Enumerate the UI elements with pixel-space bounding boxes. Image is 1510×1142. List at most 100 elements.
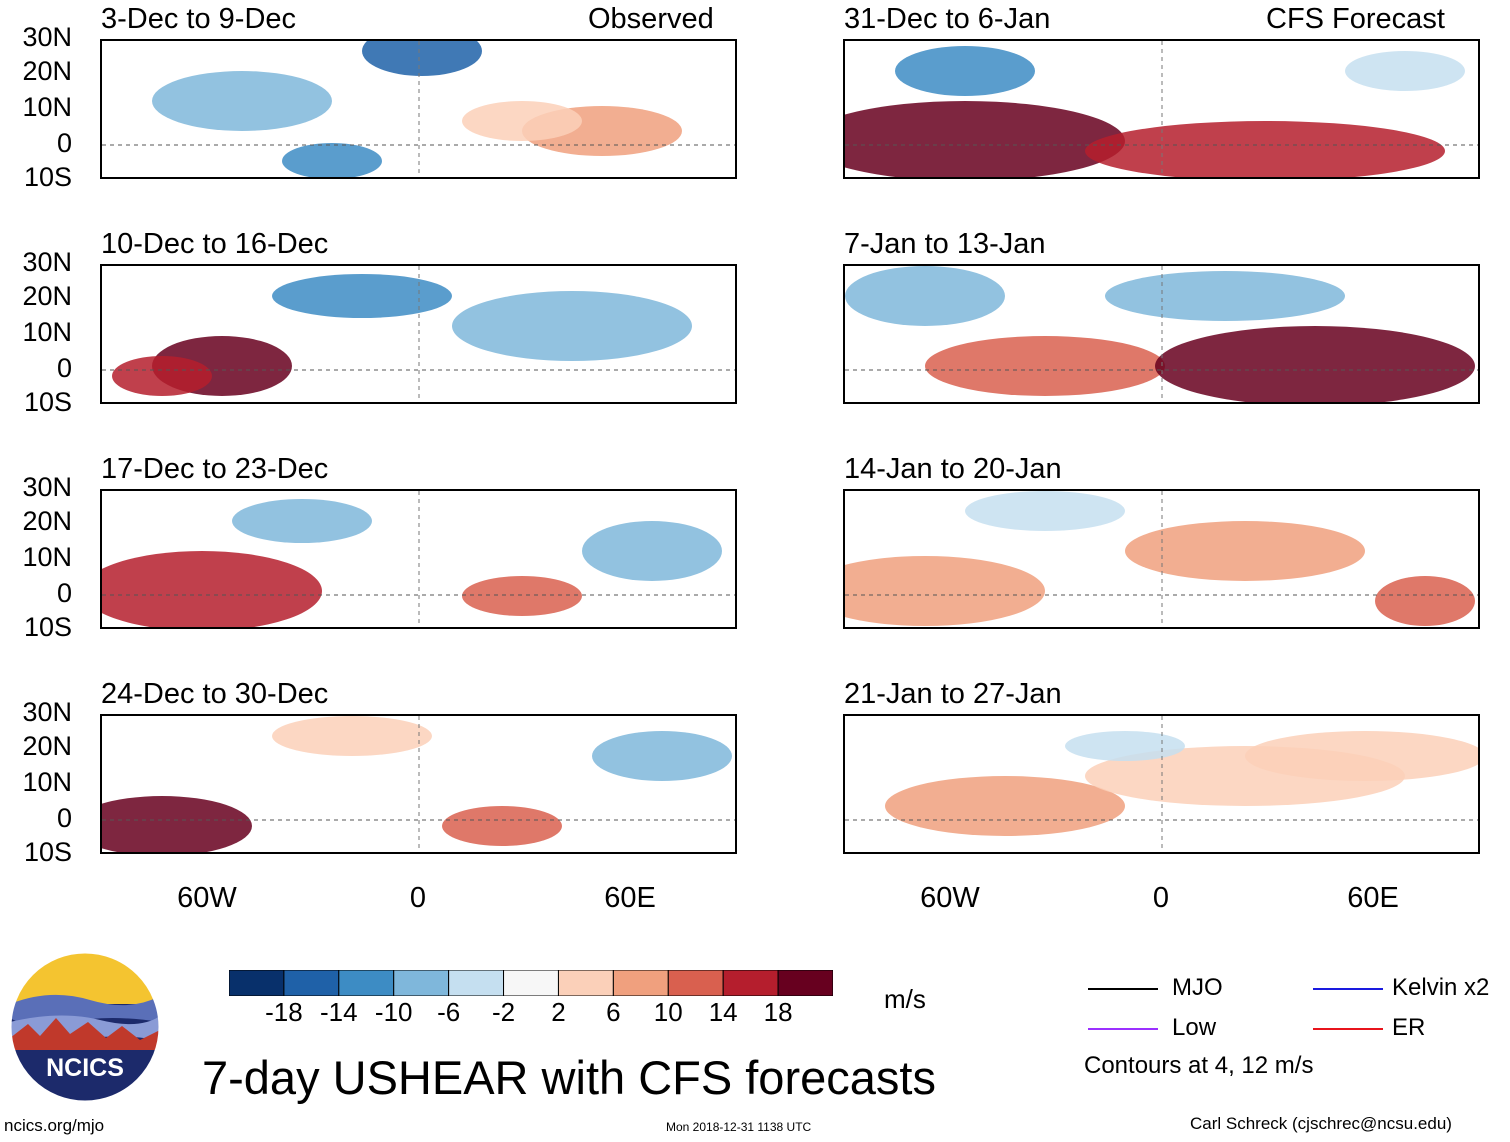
anomaly-patch xyxy=(112,356,212,396)
y-label: 0 xyxy=(56,803,72,833)
colorbar-swatch xyxy=(667,970,724,996)
colorbar-swatch xyxy=(557,970,614,996)
anomaly-patch xyxy=(272,716,432,756)
x-label-0-right: 0 xyxy=(1152,882,1170,914)
legend-label-low: Low xyxy=(1172,1014,1217,1041)
anomaly-patch xyxy=(965,491,1125,531)
panel-title-left-4: 24-Dec to 30-Dec xyxy=(101,678,329,710)
anomaly-patch xyxy=(232,499,372,543)
anomaly-patch xyxy=(1345,51,1465,91)
y-label: 20N xyxy=(22,731,72,761)
legend-label-er: ER xyxy=(1392,1014,1426,1041)
y-label: 10S xyxy=(23,612,72,642)
colorbar-swatch xyxy=(612,970,669,996)
y-label: 30N xyxy=(22,697,72,727)
colorbar-tick: 6 xyxy=(606,997,621,1027)
colorbar-swatch xyxy=(393,970,450,996)
anomaly-patch xyxy=(845,556,1045,626)
map-panel-left-2 xyxy=(100,264,737,404)
x-label-0-left: 0 xyxy=(409,882,427,914)
panel-svg xyxy=(102,266,735,402)
y-label: 10N xyxy=(22,542,72,572)
anomaly-patch xyxy=(895,46,1035,96)
legend-label-mjo: MJO xyxy=(1172,974,1223,1001)
panel-svg xyxy=(102,41,735,177)
anomaly-patch xyxy=(452,291,692,361)
legend-line-mjo xyxy=(1088,988,1158,990)
anomaly-patch xyxy=(462,576,582,616)
panel-svg xyxy=(845,41,1478,177)
panel-title-left-1: 3-Dec to 9-Dec xyxy=(101,3,297,35)
y-label: 20N xyxy=(22,56,72,86)
y-label: 0 xyxy=(56,578,72,608)
footer-url[interactable]: ncics.org/mjo xyxy=(4,1116,105,1135)
column-label-observed: Observed xyxy=(588,3,714,35)
anomaly-patch xyxy=(1065,731,1185,761)
map-panel-right-4 xyxy=(843,714,1480,854)
colorbar-units: m/s xyxy=(884,984,926,1014)
map-panel-left-4 xyxy=(100,714,737,854)
logo-text: NCICS xyxy=(46,1054,124,1082)
y-label: 10N xyxy=(22,92,72,122)
column-label-cfs-forecast: CFS Forecast xyxy=(1266,3,1445,35)
anomaly-patch xyxy=(1105,271,1345,321)
ncics-logo: NCICS xyxy=(10,952,160,1102)
colorbar-tick: 2 xyxy=(551,997,566,1027)
map-panel-right-3 xyxy=(843,489,1480,629)
y-label: 10S xyxy=(23,162,72,192)
legend-note: Contours at 4, 12 m/s xyxy=(1084,1052,1314,1079)
colorbar-swatch xyxy=(503,970,559,996)
colorbar xyxy=(229,970,833,996)
y-label: 30N xyxy=(22,247,72,277)
anomaly-patch xyxy=(442,806,562,846)
map-panel-left-1 xyxy=(100,39,737,179)
panel-svg xyxy=(845,266,1478,402)
colorbar-swatch xyxy=(777,970,833,996)
legend-label-kelvin: Kelvin x2 xyxy=(1392,974,1490,1001)
colorbar-swatch xyxy=(722,970,779,996)
anomaly-patch xyxy=(462,101,582,141)
x-label-60e-right: 60E xyxy=(1347,882,1399,914)
anomaly-patch xyxy=(592,731,732,781)
y-label: 0 xyxy=(56,128,72,158)
anomaly-patch xyxy=(282,143,382,177)
footer-credit: Carl Schreck (cjschrec@ncsu.edu) xyxy=(1190,1114,1452,1133)
anomaly-patch xyxy=(102,796,252,852)
anomaly-patch xyxy=(925,336,1165,396)
panel-title-left-2: 10-Dec to 16-Dec xyxy=(101,228,329,260)
anomaly-patch xyxy=(362,41,482,76)
anomaly-patch xyxy=(582,521,722,581)
map-panel-right-2 xyxy=(843,264,1480,404)
y-label: 20N xyxy=(22,506,72,536)
legend-line-low xyxy=(1088,1028,1158,1030)
anomaly-patch xyxy=(152,71,332,131)
panel-title-right-3: 14-Jan to 20-Jan xyxy=(844,453,1062,485)
y-label: 10N xyxy=(22,767,72,797)
anomaly-patch xyxy=(272,274,452,318)
anomaly-patch xyxy=(885,776,1125,836)
x-label-60e-left: 60E xyxy=(604,882,656,914)
main-title: 7-day USHEAR with CFS forecasts xyxy=(202,1051,936,1104)
y-label: 10S xyxy=(23,387,72,417)
y-label: 30N xyxy=(22,472,72,502)
panel-title-right-4: 21-Jan to 27-Jan xyxy=(844,678,1062,710)
x-label-60w-left: 60W xyxy=(177,882,237,914)
anomaly-patch xyxy=(1245,731,1478,781)
footer-timestamp: Mon 2018-12-31 1138 UTC xyxy=(666,1120,812,1134)
colorbar-swatch xyxy=(338,970,395,996)
panel-svg xyxy=(845,491,1478,627)
panel-title-right-2: 7-Jan to 13-Jan xyxy=(844,228,1046,260)
anomaly-patch xyxy=(1085,121,1445,177)
anomaly-patch xyxy=(102,551,322,627)
anomaly-patch xyxy=(1155,326,1475,402)
colorbar-swatch xyxy=(283,970,340,996)
map-panel-right-1 xyxy=(843,39,1480,179)
panel-title-left-3: 17-Dec to 23-Dec xyxy=(101,453,329,485)
panel-title-right-1: 31-Dec to 6-Jan xyxy=(844,3,1051,35)
legend-line-er xyxy=(1313,1028,1383,1030)
y-label: 20N xyxy=(22,281,72,311)
y-label: 30N xyxy=(22,22,72,52)
colorbar-tick: -2 xyxy=(491,997,516,1027)
anomaly-patch xyxy=(845,266,1005,326)
x-label-60w-right: 60W xyxy=(920,882,980,914)
